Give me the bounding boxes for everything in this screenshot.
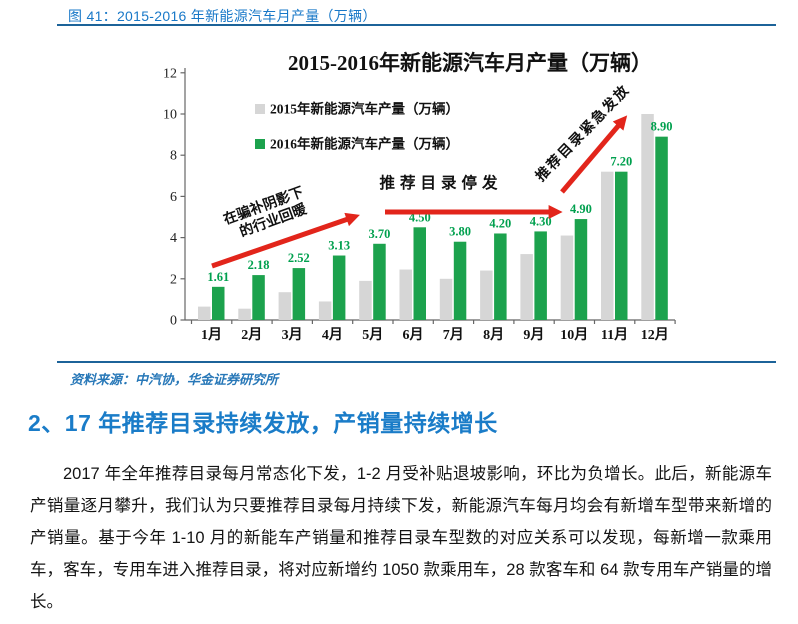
bar-2015-7月 [439, 278, 453, 320]
bar-2016-6月 [413, 227, 426, 320]
bar-2016-4月 [332, 255, 346, 320]
legend-label-2015: 2015年新能源汽车产量（万辆） [270, 101, 459, 117]
figure-bottom-rule [57, 361, 776, 363]
chart-title: 2015-2016年新能源汽车月产量（万辆） [288, 51, 652, 75]
x-label-9月: 9月 [523, 327, 544, 343]
bar-label-2016-9月: 4.30 [530, 214, 552, 228]
x-label-11月: 11月 [601, 327, 628, 343]
y-tick-label: 10 [163, 108, 177, 123]
x-label-8月: 8月 [483, 327, 504, 343]
bar-2015-6月 [399, 269, 412, 320]
bar-2015-9月 [520, 254, 533, 320]
bar-2015-5月 [359, 280, 372, 320]
bar-label-2016-2月: 2.18 [248, 258, 270, 272]
bar-2016-11月 [615, 171, 628, 320]
bar-2015-2月 [238, 308, 251, 320]
bar-2016-5月 [373, 243, 386, 320]
annotation-2: 推荐目录停发 [379, 173, 502, 192]
bar-2016-3月 [292, 268, 306, 320]
bar-2015-11月 [601, 171, 614, 320]
bar-2015-12月 [641, 114, 654, 320]
trend-arrow-3 [560, 115, 628, 194]
bar-2016-7月 [453, 241, 467, 320]
bar-2015-10月 [560, 235, 574, 320]
x-label-10月: 10月 [560, 327, 588, 343]
y-tick-label: 12 [163, 66, 177, 81]
bar-label-2016-5月: 3.70 [369, 227, 391, 241]
bar-label-2016-12月: 8.90 [651, 120, 673, 134]
figure-top-rule [57, 24, 776, 26]
y-tick-label: 4 [170, 231, 177, 246]
bar-2016-2月 [252, 275, 265, 320]
x-label-1月: 1月 [201, 327, 222, 343]
bar-2015-3月 [278, 292, 292, 320]
bar-2015-1月 [198, 306, 211, 320]
x-label-2月: 2月 [241, 327, 262, 343]
bar-2016-9月 [534, 231, 547, 320]
bar-chart: 2015-2016年新能源汽车月产量（万辆） 0 2 4 6 8 10 12 1.61 1月 2.1… [163, 51, 676, 343]
source-note: 资料来源：中汽协，华金证券研究所 [70, 372, 279, 387]
legend-label-2016: 2016年新能源汽车产量（万辆） [270, 136, 459, 152]
x-label-6月: 6月 [403, 327, 424, 343]
x-label-4月: 4月 [322, 327, 343, 343]
bar-2015-4月 [318, 301, 332, 320]
x-label-12月: 12月 [641, 327, 669, 343]
bar-label-2016-4月: 3.13 [328, 239, 350, 253]
bar-2016-12月 [655, 136, 668, 320]
y-tick-label: 6 [170, 190, 177, 205]
bar-2016-1月 [212, 286, 225, 320]
bar-label-2016-3月: 2.52 [288, 251, 310, 265]
section-heading: 2、17 年推荐目录持续发放，产销量持续增长 [28, 410, 498, 436]
y-tick-label: 8 [170, 149, 177, 164]
legend-swatch-2015 [255, 104, 265, 114]
bar-2015-8月 [480, 270, 493, 320]
x-label-7月: 7月 [443, 327, 464, 343]
x-label-5月: 5月 [362, 327, 383, 343]
trend-arrow-1 [211, 212, 360, 269]
bar-label-2016-7月: 3.80 [449, 225, 471, 239]
legend-swatch-2016 [255, 139, 265, 149]
y-tick-label: 2 [170, 272, 177, 287]
figure-caption: 图 41：2015-2016 年新能源汽车月产量（万辆） [68, 8, 377, 24]
body-paragraph: 2017 年全年推荐目录每月常态化下发，1-2 月受补贴退坡影响，环比为负增长。… [30, 465, 772, 611]
bar-2016-8月 [494, 233, 507, 320]
bar-label-2016-1月: 1.61 [207, 270, 229, 284]
bar-label-2016-11月: 7.20 [610, 155, 632, 169]
y-tick-label: 0 [170, 314, 177, 329]
bar-2016-10月 [574, 219, 588, 320]
bar-label-2016-8月: 4.20 [489, 216, 511, 230]
x-label-3月: 3月 [282, 327, 303, 343]
bar-label-2016-10月: 4.90 [570, 202, 592, 216]
